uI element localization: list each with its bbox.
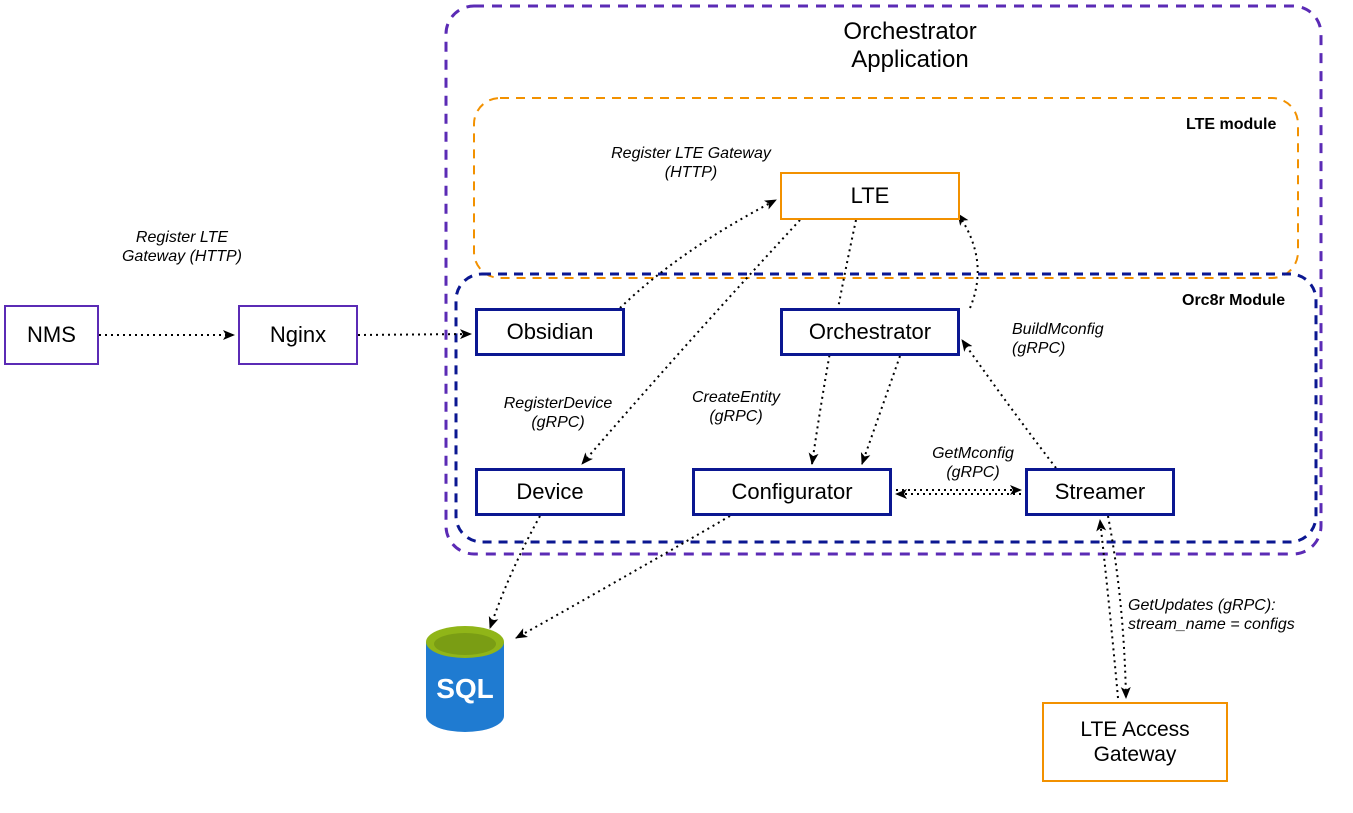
edge-label-getupdates: GetUpdates (gRPC): stream_name = configs	[1128, 596, 1338, 634]
diagram-title: Orchestrator Application	[780, 18, 1040, 74]
lte-label: LTE	[851, 183, 890, 209]
configurator-label: Configurator	[731, 479, 852, 505]
edge-label-getmconfig: GetMconfig (gRPC)	[918, 444, 1028, 482]
lte-module-label: LTE module	[1186, 116, 1276, 134]
device-node: Device	[475, 468, 625, 516]
sql-database-icon: SQL	[420, 618, 510, 738]
edge-label-createentity: CreateEntity (gRPC)	[676, 388, 796, 426]
streamer-label: Streamer	[1055, 479, 1145, 505]
orchestrator-node: Orchestrator	[780, 308, 960, 356]
edge-label-reg1: Register LTE Gateway (HTTP)	[108, 228, 256, 266]
edge-label-getupdates-text: GetUpdates (gRPC): stream_name = configs	[1128, 597, 1295, 633]
nginx-label: Nginx	[270, 322, 326, 348]
sql-text: SQL	[436, 673, 494, 704]
orc8r-module-label: Orc8r Module	[1182, 292, 1285, 310]
lte-node: LTE	[780, 172, 960, 220]
orchestrator-label: Orchestrator	[809, 319, 931, 345]
edge-label-reg2: Register LTE Gateway (HTTP)	[594, 144, 788, 182]
obsidian-node: Obsidian	[475, 308, 625, 356]
nginx-node: Nginx	[238, 305, 358, 365]
streamer-node: Streamer	[1025, 468, 1175, 516]
edge-label-regdevice: RegisterDevice (gRPC)	[484, 394, 632, 432]
device-label: Device	[516, 479, 583, 505]
lag-label: LTE Access Gateway	[1044, 717, 1226, 767]
edge-label-buildmconfig: BuildMconfig (gRPC)	[1012, 320, 1142, 358]
title-line2: Application	[851, 46, 968, 73]
configurator-node: Configurator	[692, 468, 892, 516]
obsidian-label: Obsidian	[507, 319, 594, 345]
nms-label: NMS	[27, 322, 76, 348]
title-line1: Orchestrator	[843, 18, 976, 45]
lte-access-gateway-node: LTE Access Gateway	[1042, 702, 1228, 782]
nms-node: NMS	[4, 305, 99, 365]
